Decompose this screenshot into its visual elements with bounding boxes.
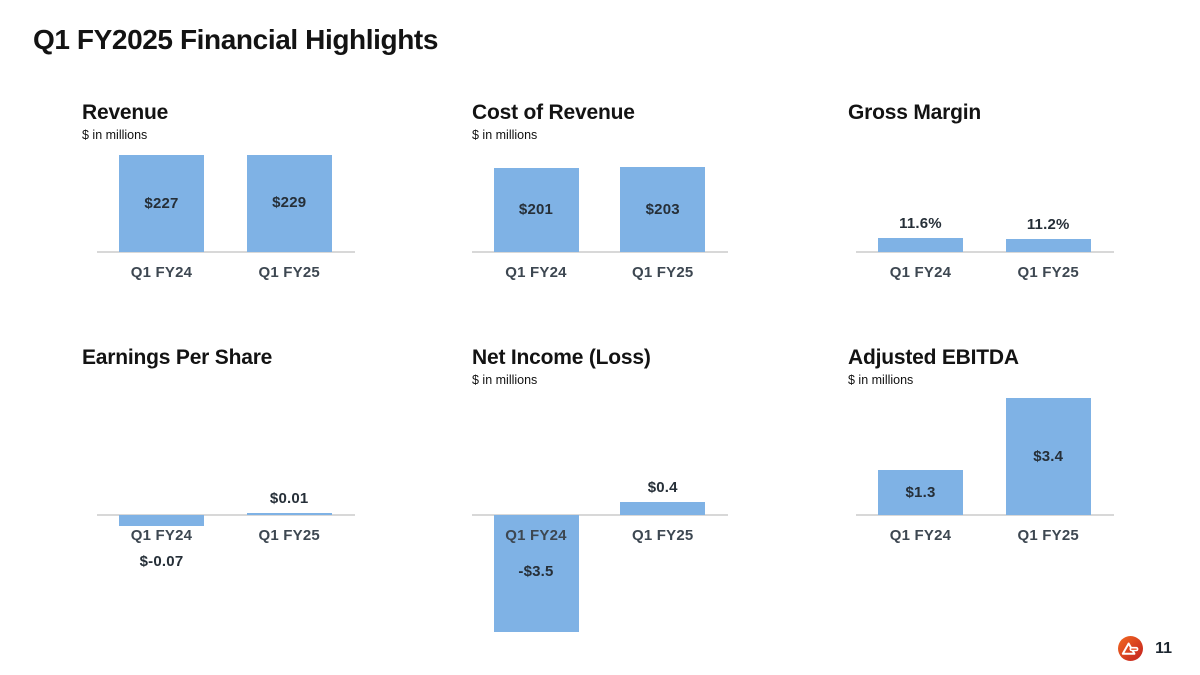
category-label: Q1 FY25	[258, 264, 320, 281]
category-label: Q1 FY25	[1017, 264, 1079, 281]
chart-net-income-loss: Net Income (Loss) $ in millions Q1 FY24 -…	[472, 345, 742, 675]
chart-subtitle: $ in millions	[82, 128, 148, 142]
bar-earnings-per-share-1	[246, 513, 332, 515]
bar-cost-of-revenue-0	[493, 168, 579, 252]
axis-baseline	[856, 251, 1114, 253]
chart-title: Cost of Revenue	[472, 101, 635, 124]
bar-adjusted-ebitda-0	[878, 470, 963, 515]
chart-title: Earnings Per Share	[82, 346, 273, 369]
chart-revenue: Revenue $ in millions Q1 FY24 $227 Q1 FY25…	[82, 100, 372, 340]
bar-gross-margin-0	[878, 238, 963, 252]
company-logo-icon	[1118, 636, 1144, 661]
plot-area: Q1 FY24 $1.3 Q1 FY25 $3.4	[856, 395, 1114, 675]
bar-adjusted-ebitda-1	[1005, 398, 1091, 515]
value-label: $3.4	[1033, 447, 1064, 465]
category-label: Q1 FY24	[130, 264, 193, 281]
axis-baseline	[856, 514, 1114, 516]
chart-subtitle: $ in millions	[472, 373, 538, 387]
bar-net-income-loss-1	[620, 501, 706, 515]
chart-subtitle: $ in millions	[848, 373, 914, 387]
category-label: Q1 FY25	[632, 527, 694, 544]
footer: 11	[1118, 636, 1172, 661]
bar-gross-margin-1	[1005, 238, 1091, 252]
chart-gross-margin: Gross Margin Q1 FY24 11.6% Q1 FY25 11.2%	[848, 100, 1118, 340]
category-label: Q1 FY25	[632, 264, 694, 281]
chart-adjusted-ebitda: Adjusted EBITDA $ in millions Q1 FY24 $1.…	[848, 345, 1118, 675]
bar-earnings-per-share-0	[119, 515, 204, 526]
value-label: $201	[518, 201, 554, 219]
chart-title: Gross Margin	[848, 101, 981, 124]
value-label: $1.3	[905, 483, 936, 501]
plot-area: Q1 FY24 -$3.5 Q1 FY25 $0.4	[472, 395, 728, 675]
axis-baseline	[472, 251, 728, 253]
value-label: $-0.07	[139, 553, 184, 570]
value-label: $227	[144, 194, 179, 212]
category-label: Q1 FY24	[889, 527, 952, 544]
category-label: Q1 FY24	[505, 264, 567, 281]
chart-title: Net Income (Loss)	[472, 346, 651, 369]
plot-area: Q1 FY24 $-0.07 Q1 FY25 $0.01	[97, 395, 355, 675]
slide-title: Q1 FY2025 Financial Highlights	[33, 24, 438, 55]
axis-baseline	[97, 251, 355, 253]
category-label: Q1 FY24	[505, 527, 567, 544]
value-label: $0.4	[647, 478, 678, 496]
chart-earnings-per-share: Earnings Per Share Q1 FY24 $-0.07 Q1 FY25 $…	[82, 345, 372, 675]
category-label: Q1 FY25	[258, 527, 320, 544]
chart-subtitle: $ in millions	[472, 128, 538, 142]
plot-area: Q1 FY24 $201 Q1 FY25 $203	[472, 152, 728, 332]
bar-cost-of-revenue-1	[620, 167, 706, 252]
chart-cost-of-revenue: Cost of Revenue $ in millions Q1 FY24 $20…	[472, 100, 742, 340]
bar-net-income-loss-0	[493, 515, 579, 632]
bar-revenue-0	[119, 155, 204, 252]
value-label: 11.6%	[899, 215, 942, 233]
axis-baseline	[97, 514, 355, 516]
value-label: $203	[645, 200, 680, 218]
value-label: $0.01	[269, 490, 309, 507]
bar-revenue-1	[246, 154, 332, 252]
axis-baseline	[472, 514, 728, 516]
value-label: -$3.5	[518, 563, 554, 580]
value-label: $229	[272, 194, 307, 212]
value-label: 11.2%	[1026, 215, 1070, 233]
plot-area: Q1 FY24 $227 Q1 FY25 $229	[97, 152, 355, 332]
category-label: Q1 FY25	[1017, 527, 1079, 544]
category-label: Q1 FY24	[889, 264, 952, 281]
category-label: Q1 FY24	[130, 527, 193, 544]
plot-area: Q1 FY24 11.6% Q1 FY25 11.2%	[856, 152, 1114, 332]
chart-title: Revenue	[82, 101, 169, 124]
page-number: 11	[1155, 639, 1172, 657]
chart-title: Adjusted EBITDA	[848, 346, 1019, 369]
